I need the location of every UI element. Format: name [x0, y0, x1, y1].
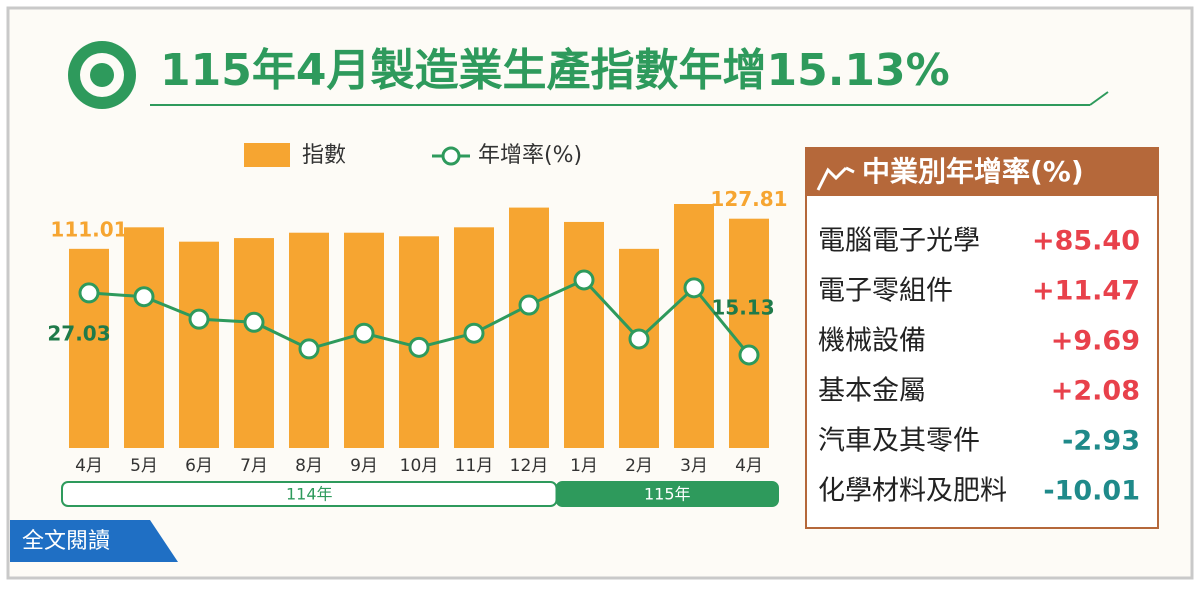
bar: [124, 227, 164, 448]
growth-marker: [628, 328, 650, 350]
bar: [729, 218, 769, 448]
legend-marker: [441, 146, 461, 166]
industry-value: +9.69: [1051, 326, 1140, 357]
bar: [564, 221, 604, 448]
x-tick-label: 5月: [130, 456, 158, 476]
growth-marker: [78, 282, 100, 304]
industry-name: 電腦電子光學: [818, 226, 980, 257]
bar: [234, 238, 274, 448]
title-icon: [68, 41, 136, 109]
x-tick-label: 3月: [680, 456, 708, 476]
bar-value-label: 127.81: [710, 187, 787, 211]
chart-title: 115年4月製造業生產指數年增15.13%: [160, 45, 950, 96]
industry-value: -2.93: [1062, 426, 1140, 457]
x-tick-label: 7月: [240, 456, 268, 476]
year-label: 114年: [286, 485, 333, 504]
x-tick-label: 4月: [75, 456, 103, 476]
x-tick-label: 6月: [185, 456, 213, 476]
legend-swatch: [244, 143, 290, 167]
growth-marker: [518, 294, 540, 316]
industry-value: +85.40: [1032, 226, 1140, 257]
industry-name: 汽車及其零件: [818, 426, 980, 457]
x-tick-label: 2月: [625, 456, 653, 476]
x-tick-label: 4月: [735, 456, 763, 476]
read-button[interactable]: 全文閱讀: [10, 520, 178, 562]
bar: [179, 241, 219, 448]
year-band: [555, 481, 779, 507]
bar: [509, 207, 549, 448]
industry-name: 電子零組件: [818, 276, 953, 307]
growth-marker: [408, 336, 430, 358]
year-label: 115年: [644, 485, 691, 504]
bar-value-label: 111.01: [50, 217, 127, 241]
industry-name: 化學材料及肥料: [818, 476, 1007, 507]
bar: [69, 248, 109, 448]
line-value-label: 15.13: [711, 296, 774, 320]
growth-marker: [188, 308, 210, 330]
growth-marker: [353, 322, 375, 344]
growth-marker: [133, 286, 155, 308]
growth-marker: [463, 322, 485, 344]
growth-marker: [298, 338, 320, 360]
industry-title: 中業別年增率(%): [862, 155, 1084, 188]
growth-marker: [573, 269, 595, 291]
industry-name: 基本金屬: [818, 376, 926, 407]
industry-name: 機械設備: [818, 326, 926, 357]
title-underline: [1089, 91, 1109, 106]
industry-panel: [805, 147, 1159, 529]
x-tick-label: 8月: [295, 456, 323, 476]
growth-marker: [683, 277, 705, 299]
industry-value: +11.47: [1032, 276, 1140, 307]
x-tick-label: 1月: [570, 456, 598, 476]
growth-marker: [243, 311, 265, 333]
x-tick-label: 9月: [350, 456, 378, 476]
industry-header: [806, 148, 1158, 196]
robot-icon: [816, 166, 855, 191]
bar: [674, 204, 714, 448]
x-tick-label: 10月: [400, 456, 439, 476]
industry-value: +2.08: [1051, 376, 1140, 407]
line-value-label: 27.03: [47, 321, 110, 345]
x-tick-label: 12月: [510, 456, 549, 476]
industry-value: -10.01: [1043, 476, 1140, 507]
growth-marker: [738, 344, 760, 366]
x-tick-label: 11月: [455, 456, 494, 476]
legend-label: 指數: [302, 143, 346, 168]
button-label[interactable]: 全文閱讀: [22, 529, 110, 554]
legend-label: 年增率(%): [478, 143, 582, 168]
